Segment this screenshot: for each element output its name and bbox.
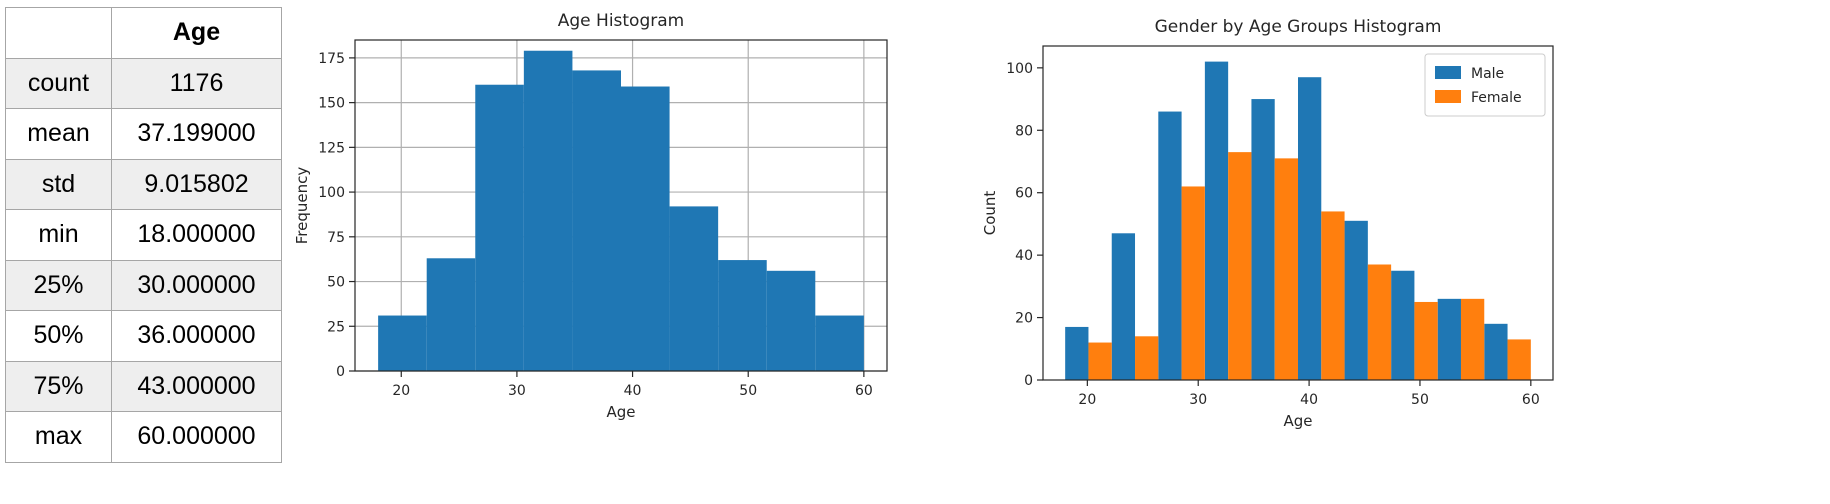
x-tick-label: 40 [624,383,642,399]
x-tick-label: 30 [1189,392,1207,408]
x-tick-label: 20 [392,383,410,399]
bar-female [1367,264,1392,380]
stats-table: Age count 1176 mean 37.199000 std 9.015802 min… [5,7,282,463]
table-row: std 9.015802 [5,158,282,210]
table-row: count 1176 [5,57,282,109]
x-tick-label: 60 [1522,392,1540,408]
bar-female [1088,342,1112,380]
legend-swatch [1435,90,1461,103]
x-axis-label: Age [606,403,635,421]
plot-frame [354,39,888,372]
y-tick-label: 100 [1006,61,1033,77]
y-tick-label: 175 [318,51,345,67]
chart-title: Gender by Age Groups Histogram [1155,17,1442,37]
bar-male [1111,233,1136,380]
bar-male [1065,326,1089,380]
y-tick-label: 25 [327,319,345,335]
bar-female [1181,186,1205,380]
row-label: 50% [5,310,112,362]
x-tick-label: 60 [855,383,873,399]
chart-title: Age Histogram [558,11,684,31]
row-value: 36.000000 [111,310,282,362]
row-label: std [5,158,112,210]
table-row: max 60.000000 [5,411,282,463]
x-tick-label: 30 [508,383,526,399]
y-tick-label: 0 [1024,373,1033,389]
y-tick-label: 100 [318,185,345,201]
row-value: 30.000000 [111,259,282,311]
bar-male [1344,220,1368,380]
bar-female [1135,336,1159,380]
row-label: mean [5,108,112,160]
table-column-header: Age [111,7,282,59]
histogram-bar [475,84,524,371]
table-row: 25% 30.000000 [5,259,282,311]
row-label: min [5,209,112,261]
x-tick-label: 50 [739,383,757,399]
y-axis-label: Frequency [293,167,311,245]
bar-female [1460,298,1485,380]
row-value: 1176 [111,57,282,109]
x-tick-label: 50 [1411,392,1429,408]
y-tick-label: 80 [1015,123,1033,139]
table-row: 50% 36.000000 [5,310,282,362]
table-row: mean 37.199000 [5,108,282,160]
bar-female [1414,301,1438,380]
bar-female [1507,339,1531,380]
x-axis-label: Age [1283,412,1312,430]
bar-male [1484,323,1508,380]
legend-box [1424,53,1546,117]
histogram-bar [523,50,573,371]
y-tick-label: 150 [318,96,345,112]
histogram-bar [815,315,864,371]
row-label: count [5,57,112,109]
bar-male [1158,111,1182,381]
row-value: 9.015802 [111,158,282,210]
x-tick-label: 40 [1300,392,1318,408]
row-label: 75% [5,360,112,412]
row-value: 18.000000 [111,209,282,261]
bar-male [1437,298,1461,380]
table-corner-cell [5,7,112,59]
row-value: 60.000000 [111,411,282,463]
x-tick-label: 20 [1078,392,1096,408]
histogram-bar [766,270,816,371]
y-tick-label: 40 [1015,248,1033,264]
row-value: 37.199000 [111,108,282,160]
bar-male [1204,61,1229,380]
legend-label: Male [1471,66,1504,82]
histogram-bar [621,86,670,371]
y-tick-label: 0 [336,364,345,380]
histogram-bar [572,70,621,372]
y-tick-label: 50 [327,275,345,291]
table-row: min 18.000000 [5,209,282,261]
legend-swatch [1435,66,1461,79]
row-label: max [5,411,112,463]
y-tick-label: 125 [318,140,345,156]
gender-age-histogram-chart: Gender by Age Groups Histogram 20 30 40 50 60… [981,17,1554,430]
plot-frame [1042,45,1554,381]
row-label: 25% [5,259,112,311]
histogram-bar [426,258,476,371]
bar-male [1391,270,1415,380]
legend-label: Female [1471,90,1522,106]
bar-female [1274,158,1298,380]
histogram-bar [718,260,767,371]
table-row: 75% 43.000000 [5,360,282,412]
y-tick-label: 20 [1015,311,1033,327]
y-tick-label: 75 [327,230,345,246]
bar-female [1228,152,1252,380]
y-axis-label: Count [981,191,999,236]
histogram-bar [669,206,719,371]
bar-male [1298,77,1322,380]
age-histogram-chart: Age Histogram 20 30 40 50 60 0 25 50 75 100 125 150 1… [293,11,888,421]
bar-male [1251,99,1275,380]
histogram-bar [378,315,427,371]
table-header-row: Age [5,7,282,59]
y-tick-label: 60 [1015,186,1033,202]
row-value: 43.000000 [111,360,282,412]
bar-female [1321,211,1345,380]
